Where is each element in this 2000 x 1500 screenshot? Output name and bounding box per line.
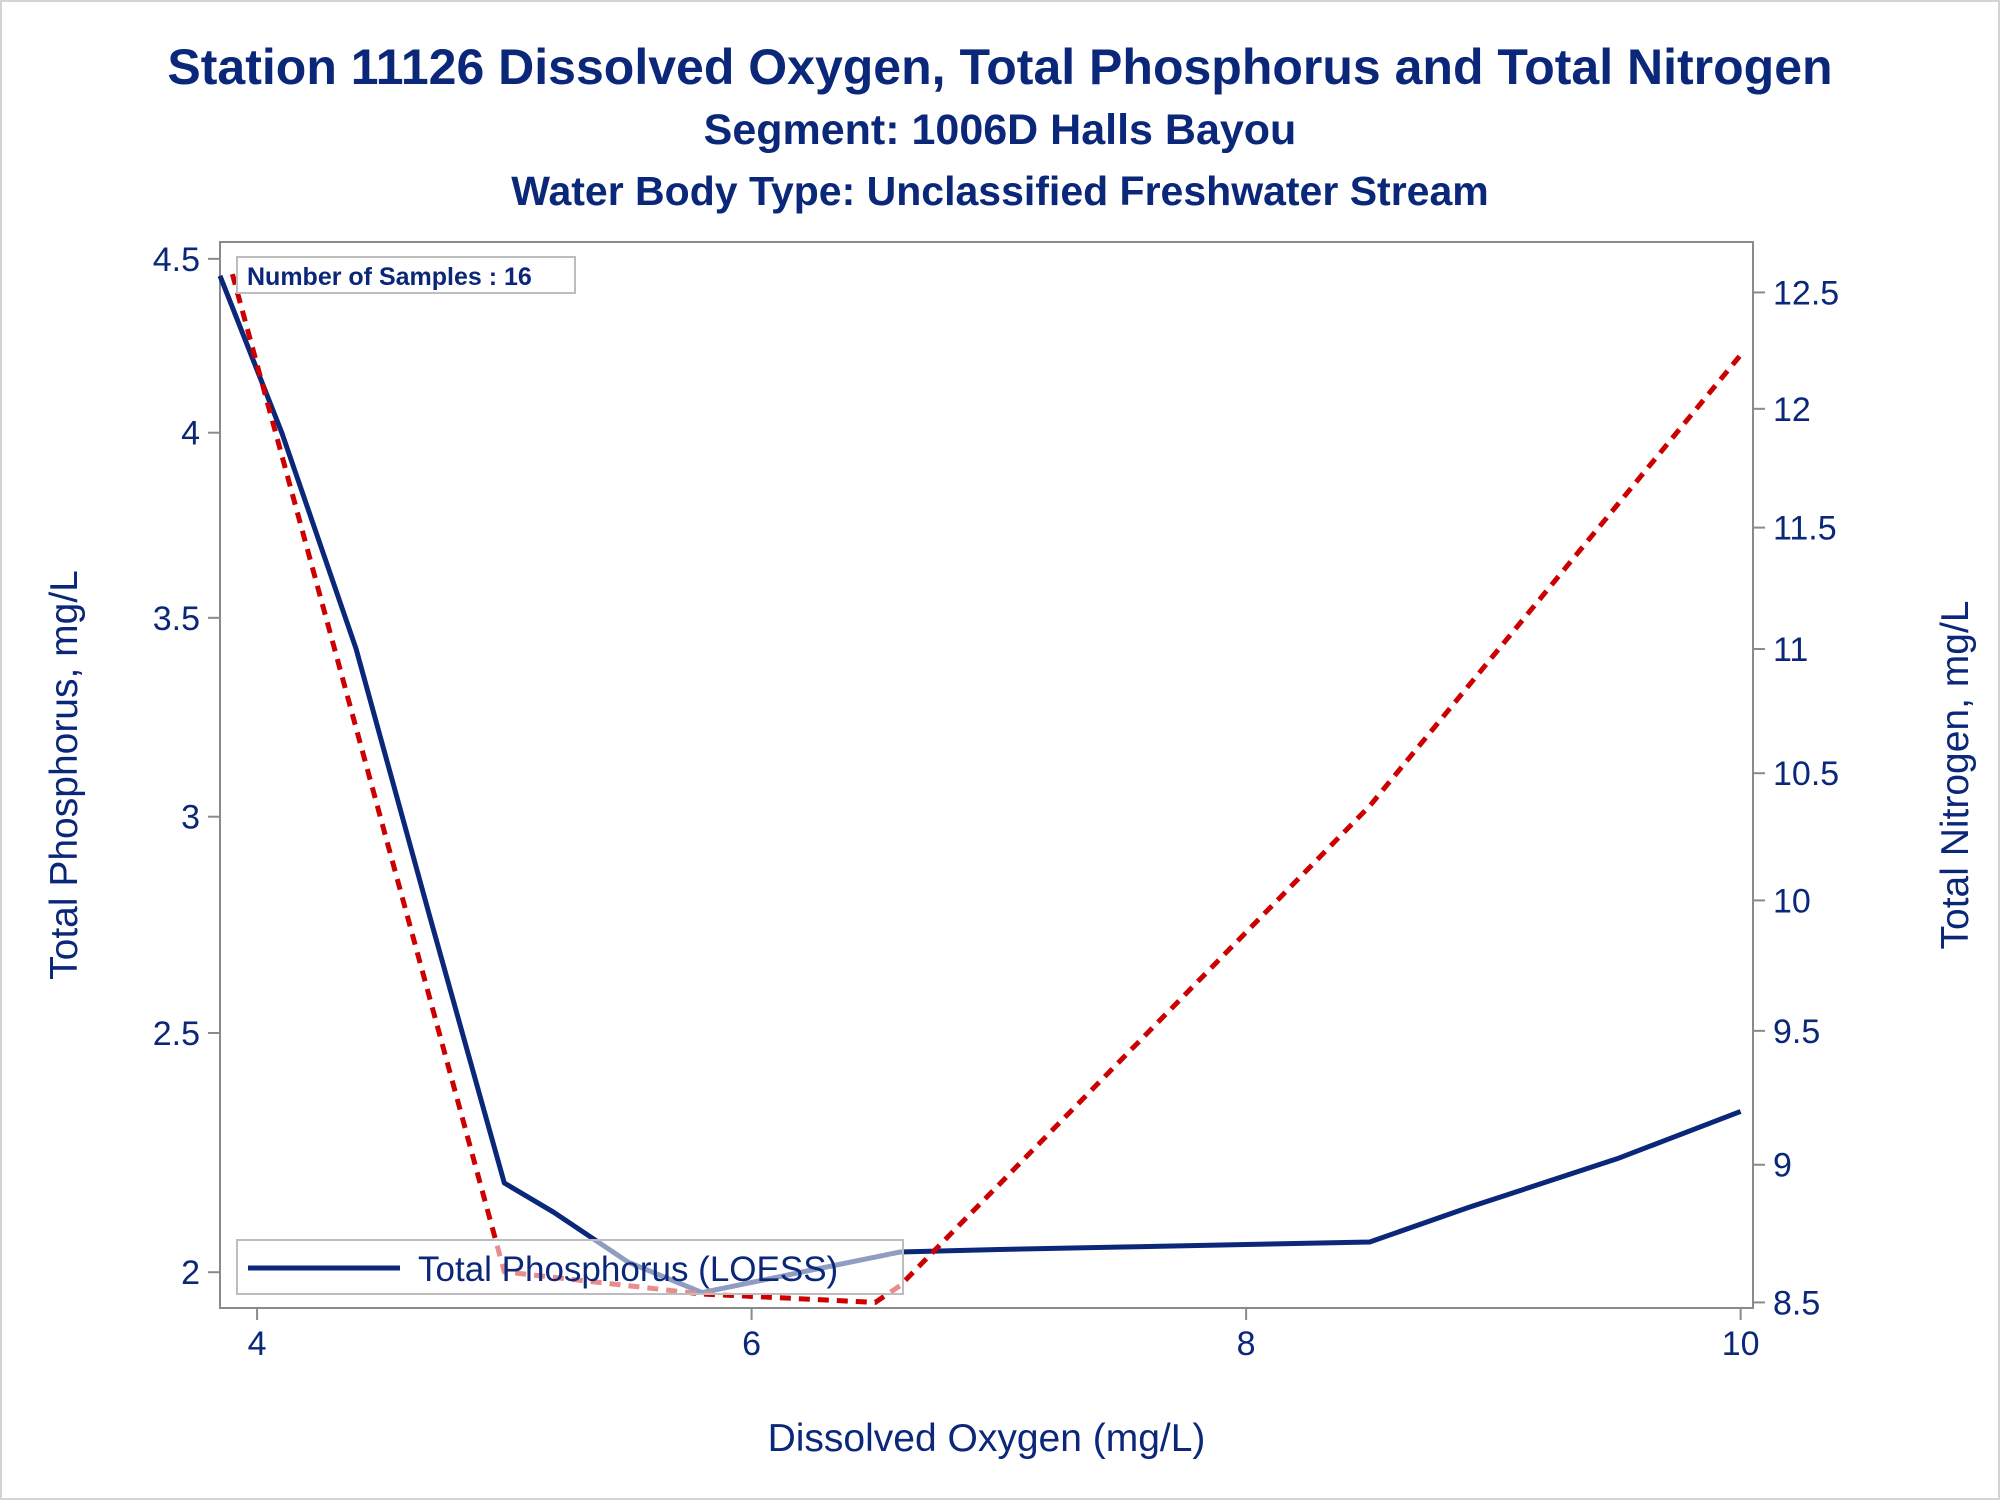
sample-count-box <box>236 256 576 294</box>
y-left-tick-label: 2.5 <box>153 1015 200 1053</box>
x-tick-label: 10 <box>1722 1325 1760 1363</box>
sample-count-annotation: Number of Samples : 16 <box>247 263 532 291</box>
y-right-tick-label: 11.5 <box>1773 510 1837 548</box>
chart-subtitle: Segment: 1006D Halls Bayou <box>703 106 1297 154</box>
x-tick-label: 6 <box>742 1325 761 1363</box>
y-right-tick-label: 8.5 <box>1773 1284 1820 1322</box>
y-right-tick-label: 11 <box>1773 631 1808 669</box>
y-left-axis-label: Total Phosphorus, mg/L <box>43 570 86 980</box>
y-right-tick-label: 12.5 <box>1773 274 1839 312</box>
plot-area <box>219 241 1754 1309</box>
y-left-tick-label: 3 <box>181 799 200 837</box>
x-axis-label: Dissolved Oxygen (mg/L) <box>768 1417 1206 1460</box>
phosphorus-loess-line <box>217 274 1742 1296</box>
y-left-tick-label: 3.5 <box>153 600 200 638</box>
y-right-tick-label: 10.5 <box>1773 755 1839 793</box>
y-right-tick-label: 9.5 <box>1773 1013 1820 1051</box>
y-left-tick-label: 2 <box>181 1254 200 1292</box>
chart-subtitle-2: Water Body Type: Unclassified Freshwater… <box>511 168 1489 214</box>
nitrogen-dashed-line <box>229 273 1743 1305</box>
y-left-tick-label: 4 <box>181 415 200 453</box>
y-right-tick-label: 9 <box>1773 1147 1792 1185</box>
y-right-tick-label: 12 <box>1773 391 1811 429</box>
x-tick-label: 8 <box>1237 1325 1256 1363</box>
y-right-tick-label: 10 <box>1773 882 1811 920</box>
chart-title: Station 11126 Dissolved Oxygen, Total Ph… <box>167 39 1833 95</box>
y-right-axis-label: Total Nitrogen, mg/L <box>1934 600 1977 949</box>
x-tick-label: 4 <box>248 1325 267 1363</box>
y-left-tick-label: 4.5 <box>153 241 200 279</box>
legend-label-phosphorus: Total Phosphorus (LOESS) <box>418 1250 838 1289</box>
